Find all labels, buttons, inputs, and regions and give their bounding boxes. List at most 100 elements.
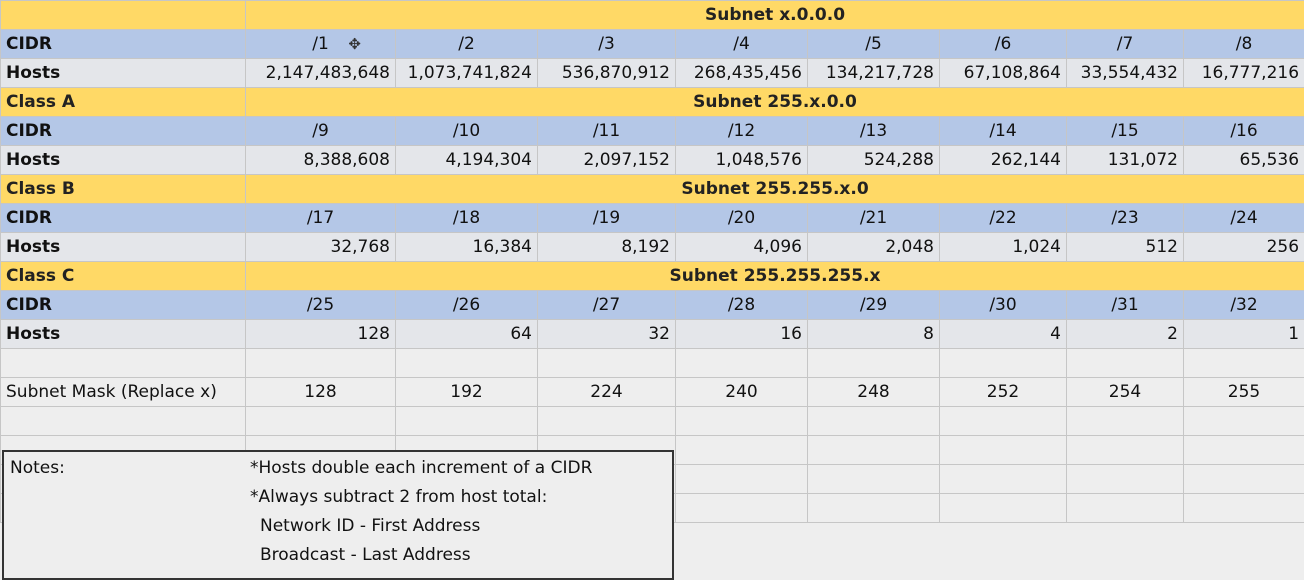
cidr-cell[interactable]: /19 xyxy=(538,204,676,233)
hosts-cell[interactable]: 1,024 xyxy=(940,233,1067,262)
hosts-cell[interactable]: 256 xyxy=(1184,233,1304,262)
hosts-cell[interactable]: 67,108,864 xyxy=(940,59,1067,88)
empty-cell[interactable] xyxy=(940,465,1067,494)
cidr-cell[interactable]: /25 xyxy=(246,291,396,320)
hosts-cell[interactable]: 33,554,432 xyxy=(1067,59,1184,88)
mask-cell[interactable]: 128 xyxy=(246,378,396,407)
cidr-cell[interactable]: /24 xyxy=(1184,204,1304,233)
hosts-cell[interactable]: 134,217,728 xyxy=(808,59,940,88)
cidr-cell[interactable]: /28 xyxy=(676,291,808,320)
empty-cell[interactable] xyxy=(676,407,808,436)
cidr-cell[interactable]: /5 xyxy=(808,30,940,59)
empty-cell[interactable] xyxy=(940,494,1067,523)
hosts-cell[interactable]: 4,096 xyxy=(676,233,808,262)
cidr-cell[interactable]: /7 xyxy=(1067,30,1184,59)
empty-cell[interactable] xyxy=(396,349,538,378)
hosts-cell[interactable]: 128 xyxy=(246,320,396,349)
hosts-cell[interactable]: 2 xyxy=(1067,320,1184,349)
cidr-cell[interactable]: /15 xyxy=(1067,117,1184,146)
empty-cell[interactable] xyxy=(246,349,396,378)
empty-cell[interactable] xyxy=(676,465,808,494)
cidr-cell[interactable]: /11 xyxy=(538,117,676,146)
cidr-cell[interactable]: /27 xyxy=(538,291,676,320)
hosts-cell[interactable]: 1 xyxy=(1184,320,1304,349)
cidr-cell[interactable]: /22 xyxy=(940,204,1067,233)
empty-cell[interactable] xyxy=(396,407,538,436)
cidr-cell[interactable]: /2 xyxy=(396,30,538,59)
mask-cell[interactable]: 224 xyxy=(538,378,676,407)
hosts-cell[interactable]: 8,192 xyxy=(538,233,676,262)
cidr-cell[interactable]: /14 xyxy=(940,117,1067,146)
hosts-cell[interactable]: 8 xyxy=(808,320,940,349)
cidr-cell[interactable]: /10 xyxy=(396,117,538,146)
empty-cell[interactable] xyxy=(1184,436,1304,465)
subnet-header[interactable]: Subnet 255.255.x.0 xyxy=(246,175,1304,204)
subnet-mask-label[interactable]: Subnet Mask (Replace x) xyxy=(1,378,246,407)
cidr-cell[interactable]: /3 xyxy=(538,30,676,59)
mask-cell[interactable]: 255 xyxy=(1184,378,1304,407)
cidr-cell[interactable]: /26 xyxy=(396,291,538,320)
cidr-cell[interactable]: /18 xyxy=(396,204,538,233)
empty-cell[interactable] xyxy=(940,407,1067,436)
hosts-cell[interactable]: 2,147,483,648 xyxy=(246,59,396,88)
hosts-cell[interactable]: 64 xyxy=(396,320,538,349)
hosts-label[interactable]: Hosts xyxy=(1,233,246,262)
cidr-label[interactable]: CIDR xyxy=(1,30,246,59)
subnet-header[interactable]: Subnet x.0.0.0 xyxy=(246,1,1304,30)
hosts-cell[interactable]: 4,194,304 xyxy=(396,146,538,175)
hosts-cell[interactable]: 4 xyxy=(940,320,1067,349)
cidr-cell[interactable]: /20 xyxy=(676,204,808,233)
cidr-label[interactable]: CIDR xyxy=(1,291,246,320)
empty-cell[interactable] xyxy=(1,349,246,378)
cidr-cell[interactable]: /8 xyxy=(1184,30,1304,59)
hosts-cell[interactable]: 16 xyxy=(676,320,808,349)
hosts-cell[interactable]: 32 xyxy=(538,320,676,349)
hosts-cell[interactable]: 1,048,576 xyxy=(676,146,808,175)
empty-cell[interactable] xyxy=(1184,407,1304,436)
class-label[interactable]: Class B xyxy=(1,175,246,204)
hosts-cell[interactable]: 262,144 xyxy=(940,146,1067,175)
hosts-cell[interactable]: 8,388,608 xyxy=(246,146,396,175)
mask-cell[interactable]: 240 xyxy=(676,378,808,407)
cidr-cell[interactable]: /31 xyxy=(1067,291,1184,320)
hosts-cell[interactable]: 268,435,456 xyxy=(676,59,808,88)
cidr-label[interactable]: CIDR xyxy=(1,117,246,146)
empty-cell[interactable] xyxy=(1067,465,1184,494)
subnet-header[interactable]: Subnet 255.x.0.0 xyxy=(246,88,1304,117)
empty-cell[interactable] xyxy=(538,407,676,436)
cell-a1[interactable] xyxy=(1,1,246,30)
empty-cell[interactable] xyxy=(538,349,676,378)
cidr-cell[interactable]: /4 xyxy=(676,30,808,59)
mask-cell[interactable]: 192 xyxy=(396,378,538,407)
empty-cell[interactable] xyxy=(1,407,246,436)
cidr-cell[interactable]: /29 xyxy=(808,291,940,320)
empty-cell[interactable] xyxy=(1184,494,1304,523)
empty-cell[interactable] xyxy=(940,349,1067,378)
cidr-cell[interactable]: /32 xyxy=(1184,291,1304,320)
hosts-label[interactable]: Hosts xyxy=(1,59,246,88)
cidr-cell[interactable]: /1✥ xyxy=(246,30,396,59)
cidr-cell[interactable]: /17 xyxy=(246,204,396,233)
empty-cell[interactable] xyxy=(808,436,940,465)
empty-cell[interactable] xyxy=(676,436,808,465)
hosts-cell[interactable]: 32,768 xyxy=(246,233,396,262)
hosts-label[interactable]: Hosts xyxy=(1,320,246,349)
cidr-cell[interactable]: /23 xyxy=(1067,204,1184,233)
empty-cell[interactable] xyxy=(808,494,940,523)
empty-cell[interactable] xyxy=(1067,349,1184,378)
hosts-cell[interactable]: 2,048 xyxy=(808,233,940,262)
cidr-cell[interactable]: /6 xyxy=(940,30,1067,59)
cidr-cell[interactable]: /16 xyxy=(1184,117,1304,146)
class-label[interactable]: Class C xyxy=(1,262,246,291)
hosts-cell[interactable]: 1,073,741,824 xyxy=(396,59,538,88)
cidr-cell[interactable]: /30 xyxy=(940,291,1067,320)
hosts-cell[interactable]: 524,288 xyxy=(808,146,940,175)
class-label[interactable]: Class A xyxy=(1,88,246,117)
hosts-cell[interactable]: 16,384 xyxy=(396,233,538,262)
cidr-cell[interactable]: /12 xyxy=(676,117,808,146)
empty-cell[interactable] xyxy=(1067,436,1184,465)
empty-cell[interactable] xyxy=(1067,407,1184,436)
empty-cell[interactable] xyxy=(676,494,808,523)
empty-cell[interactable] xyxy=(940,436,1067,465)
empty-cell[interactable] xyxy=(676,349,808,378)
